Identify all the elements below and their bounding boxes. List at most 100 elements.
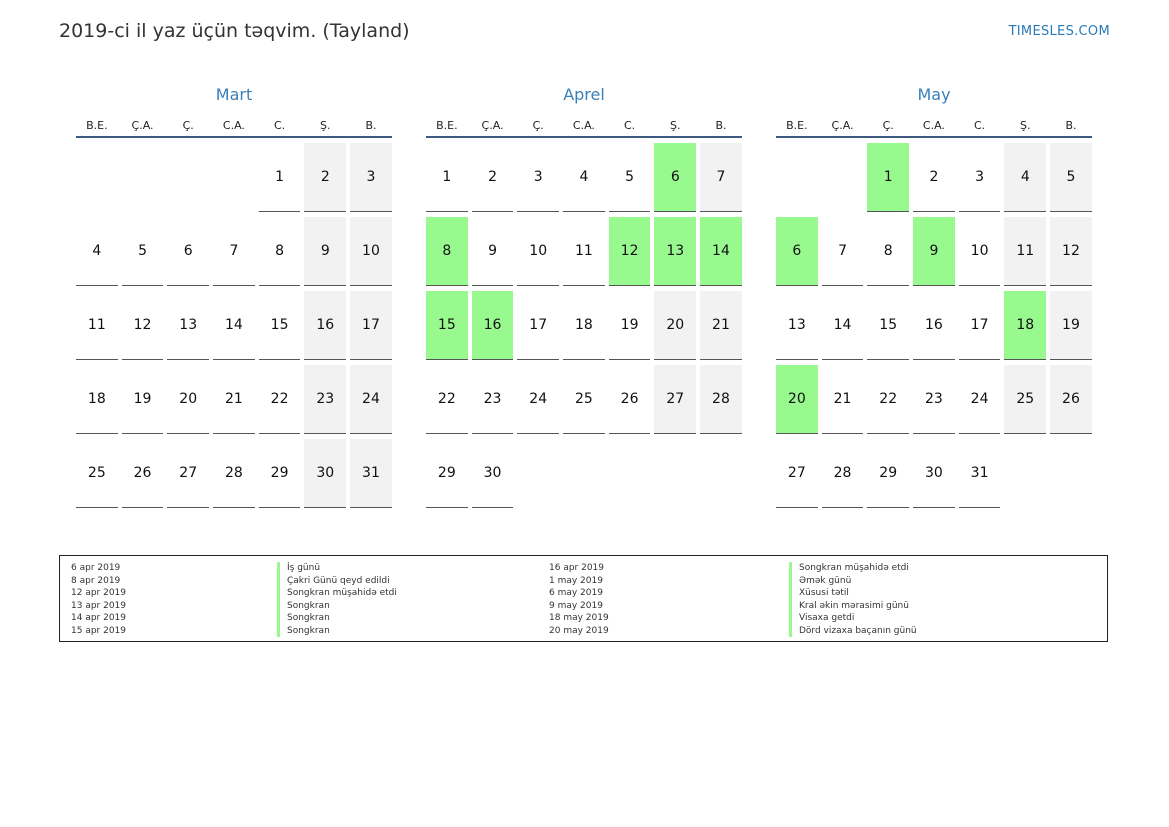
day-cell: 17: [958, 291, 1001, 360]
legend-date: 6 apr 2019: [71, 563, 121, 573]
day-cell: 23: [471, 365, 514, 434]
empty-cell: [76, 143, 118, 211]
day-cell: 14: [213, 291, 255, 360]
legend-date: 6 may 2019: [549, 588, 603, 598]
day-cell: 12: [121, 291, 164, 360]
weekday-label: Ç.A.: [481, 119, 504, 132]
legend-holiday-name: Çakri Günü qeyd edildi: [277, 574, 390, 587]
holiday-day-cell: 6: [654, 143, 697, 212]
weekday-label: Ç.A.: [131, 119, 154, 132]
day-cell: 28: [700, 365, 742, 434]
holiday-day-cell: 8: [426, 217, 468, 286]
weekday-label: B.: [715, 119, 727, 132]
day-cell: 4: [563, 143, 605, 212]
holiday-day-cell: 9: [913, 217, 955, 286]
day-cell: 30: [913, 439, 955, 508]
weekday-label: B.: [365, 119, 377, 132]
legend-date: 20 may 2019: [549, 625, 609, 636]
holiday-day-cell: 14: [700, 217, 742, 286]
day-cell: 5: [608, 143, 651, 212]
day-cell: 13: [167, 291, 210, 360]
day-cell: 19: [608, 291, 651, 360]
day-cell: 15: [258, 291, 301, 360]
day-cell: 1: [426, 143, 468, 212]
holiday-day-cell: 12: [608, 217, 651, 286]
day-cell: 12: [1050, 217, 1092, 286]
holiday-day-cell: 16: [471, 291, 514, 360]
weekday-label: C.A.: [222, 119, 245, 132]
weekday-label: B.E.: [86, 119, 108, 132]
day-cell: 11: [563, 217, 605, 286]
day-cell: 29: [867, 439, 910, 508]
day-cell: 30: [304, 439, 347, 508]
day-cell: 16: [304, 291, 347, 360]
site-link[interactable]: TIMESLES.COM: [1008, 24, 1110, 39]
weekday-label: B.E.: [786, 119, 808, 132]
holiday-day-cell: 20: [776, 365, 818, 434]
weekday-label: C.A.: [572, 119, 595, 132]
weekday-label: C.A.: [922, 119, 945, 132]
day-cell: 19: [1050, 291, 1092, 360]
day-cell: 8: [867, 217, 910, 286]
weekday-label: Ç.: [532, 119, 544, 132]
holiday-day-cell: 15: [426, 291, 468, 360]
day-cell: 22: [258, 365, 301, 434]
day-cell: 3: [350, 143, 392, 212]
day-cell: 11: [1004, 217, 1047, 286]
day-cell: 11: [76, 291, 118, 360]
legend-holiday-name: Songkran: [277, 624, 330, 637]
day-cell: 22: [867, 365, 910, 434]
day-cell: 25: [1004, 365, 1047, 434]
empty-cell: [167, 143, 209, 211]
weekday-label: C.: [274, 119, 286, 132]
day-cell: 16: [913, 291, 955, 360]
day-cell: 23: [304, 365, 347, 434]
weekday-label: B.E.: [436, 119, 458, 132]
month-name: Mart: [215, 85, 253, 104]
legend-holiday-name: Songkran: [277, 612, 330, 625]
legend-date: 1 may 2019: [549, 575, 603, 586]
day-cell: 10: [958, 217, 1001, 286]
legend-holiday-name: Əmək günü: [789, 574, 851, 587]
day-cell: 31: [958, 439, 1001, 508]
day-cell: 5: [121, 217, 164, 286]
day-cell: 10: [350, 217, 392, 286]
legend-date: 16 apr 2019: [549, 563, 605, 573]
month-april: Aprel B.E. Ç.A. Ç. C.A. C. Ş. B. 1 2 3 4 5 6 7 8 9 10 11 12…: [426, 84, 742, 508]
weekday-header: B.E. Ç.A. Ç. C.A. C. Ş. B.: [76, 116, 392, 138]
day-cell: 2: [913, 143, 955, 212]
weekday-label: Ş.: [320, 119, 331, 132]
day-cell: 4: [76, 217, 118, 286]
weekday-label: Ş.: [1020, 119, 1031, 132]
day-cell: 15: [867, 291, 910, 360]
legend-holiday-name: İş günü: [277, 562, 320, 575]
day-cell: 14: [821, 291, 864, 360]
legend-holiday-name: Songkran müşahidə etdi: [277, 587, 397, 600]
day-cell: 4: [1004, 143, 1047, 212]
day-cell: 21: [821, 365, 864, 434]
holiday-day-cell: 18: [1004, 291, 1047, 360]
day-grid: 1 2 3 4 5 6 7 8 9 10 11 12 13 14 15 16 17 18 19 20 21 22 23 24 2…: [76, 143, 392, 508]
day-cell: 20: [167, 365, 210, 434]
month-name: May: [917, 85, 951, 104]
day-cell: 24: [958, 365, 1001, 434]
day-cell: 24: [517, 365, 560, 434]
day-cell: 20: [654, 291, 697, 360]
day-cell: 30: [471, 439, 514, 508]
day-cell: 7: [213, 217, 255, 286]
day-cell: 21: [700, 291, 742, 360]
day-grid: 1 2 3 4 5 6 7 8 9 10 11 12 13 14 15 16 17 18 19 20 21 22 23 24 2…: [776, 143, 1092, 508]
month-march: Mart B.E. Ç.A. Ç. C.A. C. Ş. B. 1 2 3 4 5 6 7 8 9 10 11 12 1…: [76, 84, 392, 508]
day-grid: 1 2 3 4 5 6 7 8 9 10 11 12 13 14 15 16 17 18 19 20 21 22 23 24 2…: [426, 143, 742, 508]
weekday-label: C.: [974, 119, 986, 132]
day-cell: 8: [258, 217, 301, 286]
legend-holiday-name: Songkran müşahidə etdi: [789, 562, 909, 575]
legend-holiday-name: Kral əkin mərasimi günü: [789, 599, 909, 612]
legend-date: 9 may 2019: [549, 600, 603, 611]
day-cell: 18: [76, 365, 118, 434]
month-name: Aprel: [563, 85, 605, 104]
empty-cell: [776, 143, 818, 211]
empty-cell: [213, 143, 255, 211]
holiday-day-cell: 1: [867, 143, 910, 212]
legend-holiday-name: Visaxa getdi: [789, 612, 854, 625]
